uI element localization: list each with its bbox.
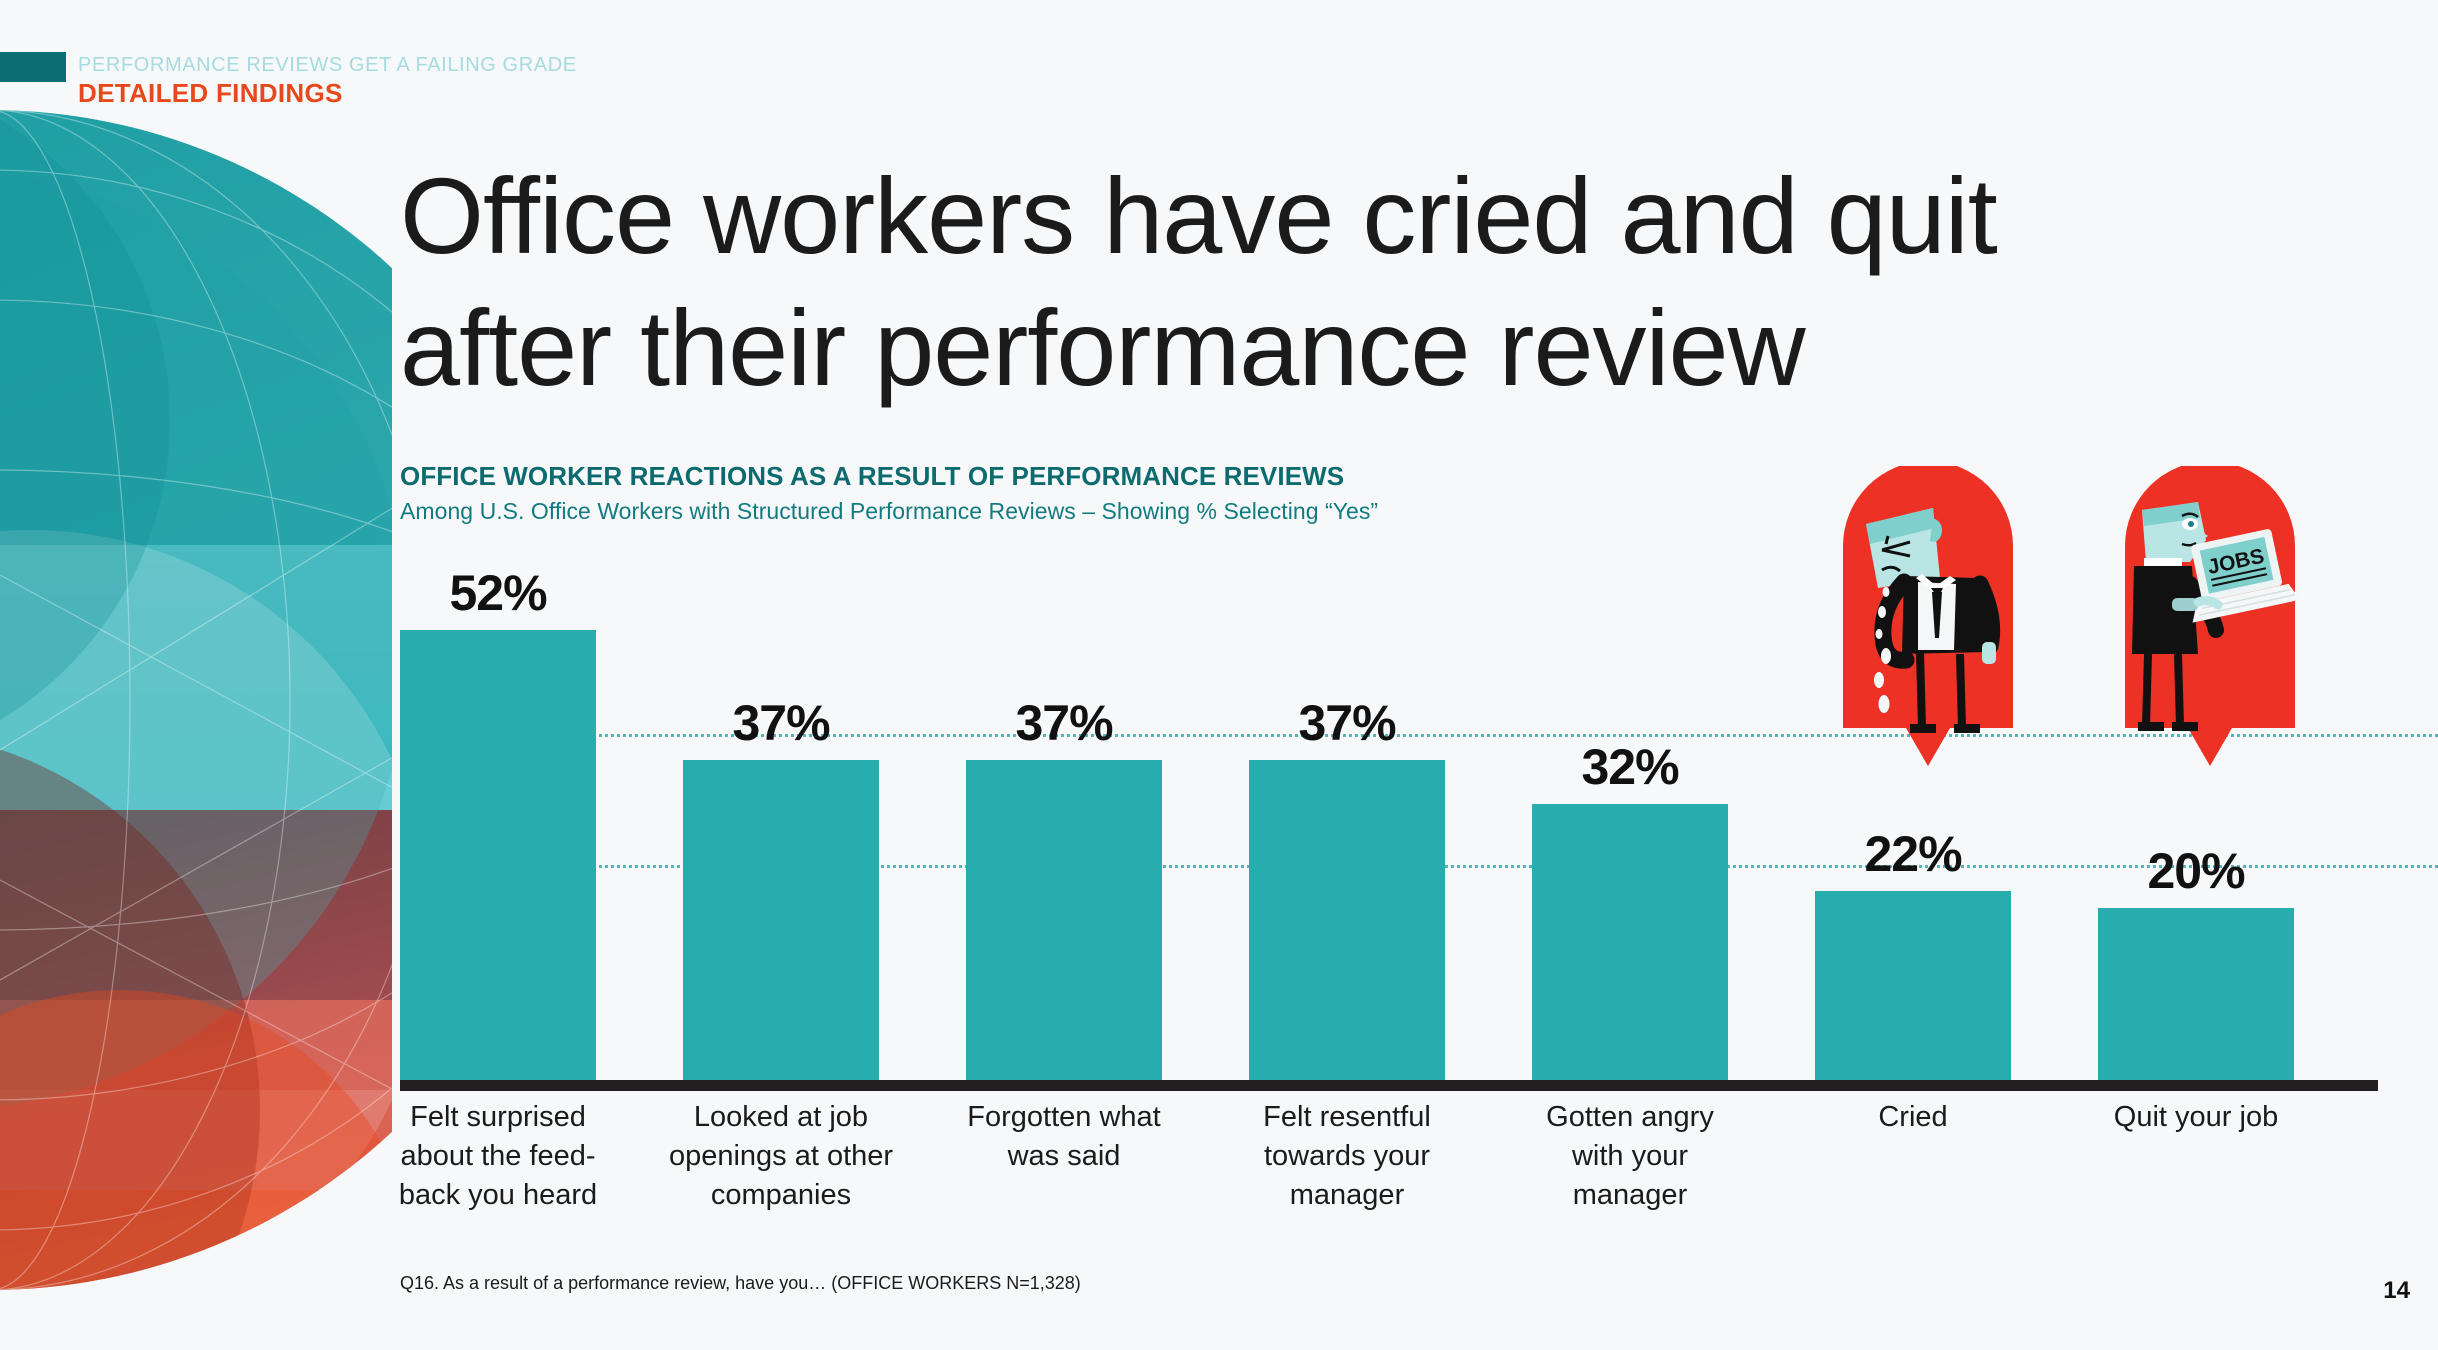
bar-0[interactable] [400,629,596,1082]
bar-1[interactable] [683,760,879,1082]
category-label-line: Quit your job [2113,1101,2279,1133]
category-label-line: openings at other [668,1140,894,1173]
bar-2[interactable] [966,760,1162,1082]
category-label-line: Looked at job [693,1101,869,1133]
category-label-line: was said [1007,1140,1121,1173]
category-label-3: Felt resentful towards your manager [1214,1098,1481,1215]
bar-value-label-6: 20% [2147,843,2245,899]
category-label-6: Quit your job [2063,1098,2330,1137]
bar-value-label-4: 32% [1581,738,1679,795]
bar-4[interactable] [1532,803,1728,1082]
chart-header: OFFICE WORKER REACTIONS AS A RESULT OF P… [400,461,1800,525]
bar-5[interactable] [1815,890,2011,1082]
category-label-0: Felt surprised about the feed-back you he… [365,1098,632,1215]
gridline-40 [400,734,2438,737]
category-label-line: towards your [1263,1140,1430,1173]
category-label-line: with your [1571,1140,1689,1173]
category-label-line: companies [710,1179,852,1212]
bar-value-label-1: 37% [732,695,830,752]
category-label-line: Gotten angry [1546,1101,1714,1133]
chart-subtitle: Among U.S. Office Workers with Structure… [400,498,1379,524]
source-footnote: Q16. As a result of a performance review… [400,1273,1081,1293]
bar-value-label-2: 37% [1015,695,1113,752]
page-title: Office workers have cried and quit after… [400,150,2100,414]
category-label-4: Gotten angry with your manager [1497,1098,1764,1215]
page-title-line-2: after their performance review [400,286,1806,408]
category-label-line: Felt surprised [410,1101,586,1133]
chart-baseline-axis [400,1080,2378,1091]
page-title-line-1: Office workers have cried and quit [400,155,1998,276]
bar-value-label-3: 37% [1298,695,1396,752]
deck-eyebrow-title: PERFORMANCE REVIEWS GET A FAILING GRADE [78,54,577,76]
bar-3[interactable] [1249,760,1445,1082]
section-label: DETAILED FINDINGS [78,78,343,108]
category-label-line: manager [1289,1179,1405,1212]
category-label-line: manager [1572,1179,1688,1212]
category-label-2: Forgotten what was said [931,1098,1198,1176]
decorative-globe-artwork [0,0,392,1350]
category-label-1: Looked at job openings at other companies [648,1098,915,1215]
bar-value-label-0: 52% [449,564,547,621]
category-label-line: about the feed- [400,1140,596,1173]
bar-6[interactable] [2098,908,2294,1082]
category-label-line: Felt resentful [1263,1101,1431,1133]
bar-value-label-5: 22% [1864,825,1962,882]
category-label-line: Forgotten what [967,1101,1161,1133]
chart-title: OFFICE WORKER REACTIONS AS A RESULT OF P… [400,461,1345,491]
category-label-line: Cried [1878,1101,1948,1133]
category-label-5: Cried [1780,1098,2047,1137]
category-label-line: back you heard [398,1179,598,1212]
header-accent-block [0,52,66,82]
bar-chart-plot-area: 52% 37% 37% 37% 32% 22% 20% [400,560,2438,1082]
page-number: 14 [2383,1277,2410,1304]
